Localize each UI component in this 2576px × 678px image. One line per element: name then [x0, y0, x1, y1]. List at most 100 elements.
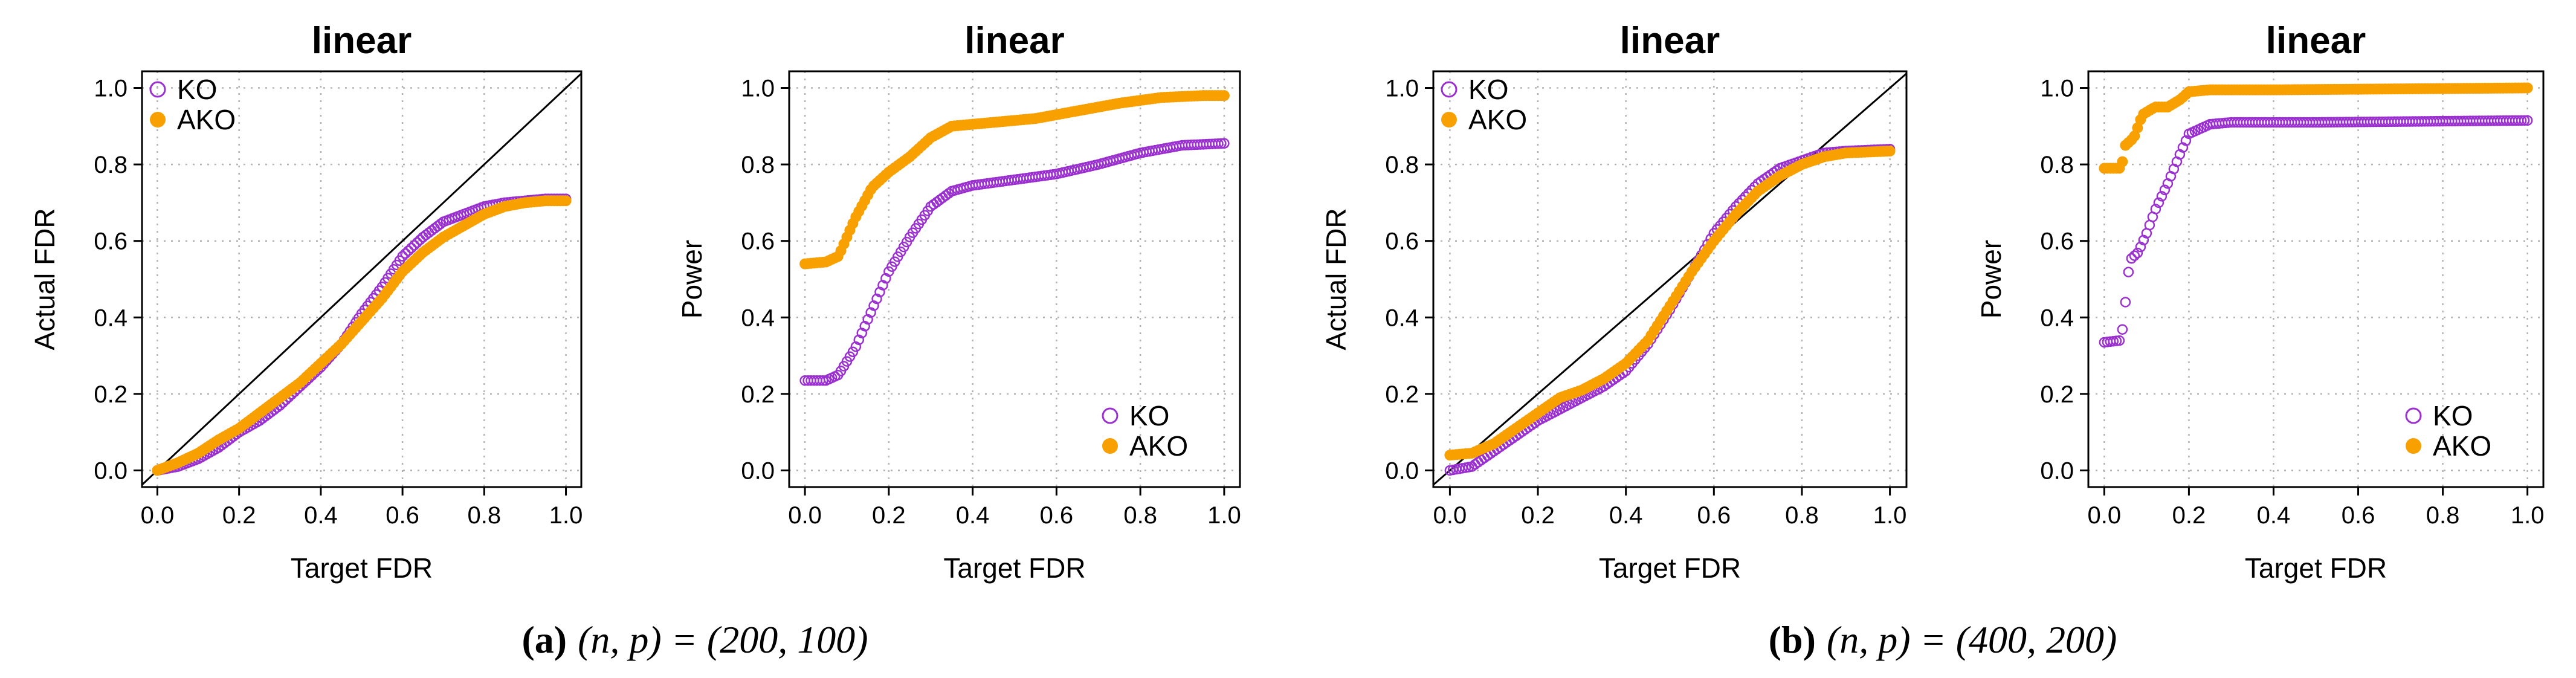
y-axis-label: Actual FDR	[29, 208, 60, 350]
legend-label-ako: AKO	[2433, 430, 2491, 462]
x-tick-label: 0.6	[1697, 502, 1731, 529]
y-tick-label: 0.8	[2040, 152, 2074, 178]
legend-marker-ko	[1441, 81, 1457, 98]
series-ako	[152, 195, 572, 476]
legend-marker-ko	[1102, 407, 1119, 424]
x-tick-label: 0.6	[1040, 502, 1074, 529]
data-point-ko	[2516, 115, 2527, 126]
data-point-ko	[865, 307, 876, 318]
chart-title: linear	[1620, 20, 1720, 62]
data-point-ko	[856, 328, 868, 338]
x-tick-label: 0.2	[1521, 502, 1555, 529]
data-point-ko	[1219, 138, 1230, 149]
legend-label-ko: KO	[1468, 74, 1508, 105]
data-point-ko	[2519, 115, 2530, 126]
data-point-ako	[1884, 145, 1896, 157]
x-tick-label: 0.8	[2426, 502, 2460, 529]
series-ko	[2099, 115, 2533, 348]
data-point-ko	[2159, 184, 2171, 196]
chart-title: linear	[312, 20, 412, 62]
data-point-ko	[2117, 324, 2128, 335]
y-tick-label: 0.4	[2040, 305, 2074, 331]
caption-text: (n, p) = (200, 100)	[578, 618, 868, 661]
x-tick-label: 0.8	[1123, 502, 1157, 529]
x-tick-label: 0.8	[1785, 502, 1819, 529]
chart-panel: 0.0 0.2 0.4 0.6 0.8 1.0 0.0 0.2 0.4 0.6 0.8 1.0 line…	[676, 20, 1241, 584]
data-point-ko	[2150, 204, 2161, 215]
legend-label-ako: AKO	[177, 104, 236, 135]
chart-title: linear	[964, 20, 1064, 62]
caption-text: (n, p) = (400, 200)	[1827, 618, 2117, 661]
x-axis-label: Target FDR	[943, 552, 1085, 584]
y-tick-label: 0.4	[741, 305, 775, 331]
y-tick-label: 0.8	[1385, 152, 1419, 178]
y-tick-label: 0.2	[94, 381, 128, 408]
y-tick-label: 0.2	[1385, 381, 1419, 408]
legend-marker-ako	[150, 112, 166, 128]
legend-label-ko: KO	[2433, 400, 2473, 431]
data-point-ko	[2126, 253, 2137, 264]
x-tick-label: 0.4	[956, 502, 990, 529]
x-tick-label: 0.4	[2257, 502, 2291, 529]
y-tick-label: 0.6	[2040, 228, 2074, 255]
y-tick-label: 0.4	[1385, 305, 1419, 331]
data-point-ko	[847, 346, 859, 358]
x-tick-label: 0.2	[872, 502, 906, 529]
legend-marker-ako	[1441, 112, 1457, 128]
x-tick-label: 0.0	[1433, 502, 1467, 529]
data-point-ako	[2117, 156, 2128, 167]
x-tick-label: 0.6	[386, 502, 419, 529]
y-axis-label: Power	[676, 240, 708, 318]
data-point-ako	[2129, 131, 2140, 142]
plot-frame	[788, 70, 1241, 488]
data-point-ko	[1216, 138, 1227, 149]
y-tick-label: 1.0	[2040, 76, 2074, 102]
legend-marker-ako	[1102, 438, 1118, 454]
x-axis-label: Target FDR	[2245, 552, 2387, 584]
data-point-ko	[850, 341, 862, 352]
x-tick-label: 0.0	[788, 502, 822, 529]
y-tick-label: 0.0	[2040, 457, 2074, 484]
data-point-ko	[397, 251, 408, 262]
series-ako	[1444, 145, 1896, 461]
series-ko	[152, 193, 572, 476]
y-tick-label: 1.0	[741, 76, 775, 102]
data-point-ko	[853, 334, 865, 346]
y-tick-label: 0.6	[741, 228, 775, 255]
x-tick-label: 1.0	[1207, 502, 1241, 529]
plot-frame	[141, 70, 583, 488]
data-point-ko	[400, 248, 411, 259]
data-point-ako	[560, 195, 572, 207]
data-point-ko	[2120, 297, 2131, 308]
y-axis-label: Power	[1975, 240, 2007, 318]
data-point-ko	[2114, 335, 2125, 346]
y-tick-label: 0.2	[741, 381, 775, 408]
legend-marker-ko	[2405, 407, 2422, 424]
y-tick-label: 0.0	[1385, 457, 1419, 484]
legend-marker-ko	[149, 81, 166, 98]
data-point-ko	[874, 286, 885, 297]
series-ko	[799, 138, 1230, 386]
data-point-ko	[862, 314, 873, 325]
x-tick-label: 1.0	[1873, 502, 1907, 529]
data-point-ko	[2156, 191, 2168, 202]
x-axis-label: Target FDR	[291, 552, 433, 584]
data-point-ko	[1213, 138, 1224, 149]
plot-frame	[2087, 70, 2545, 488]
data-point-ko	[2132, 247, 2143, 259]
identity-line	[142, 72, 581, 486]
data-point-ko	[405, 242, 417, 254]
series-ako	[2099, 82, 2533, 174]
data-point-ako	[1218, 90, 1230, 102]
data-point-ko	[412, 237, 423, 248]
subfigure-caption: (b) (n, p) = (400, 200)	[1769, 618, 2117, 661]
data-point-ko	[868, 300, 879, 311]
caption-label: (a)	[521, 618, 567, 661]
y-tick-label: 0.0	[741, 457, 775, 484]
y-tick-label: 0.6	[94, 228, 128, 255]
x-tick-label: 0.2	[2172, 502, 2206, 529]
